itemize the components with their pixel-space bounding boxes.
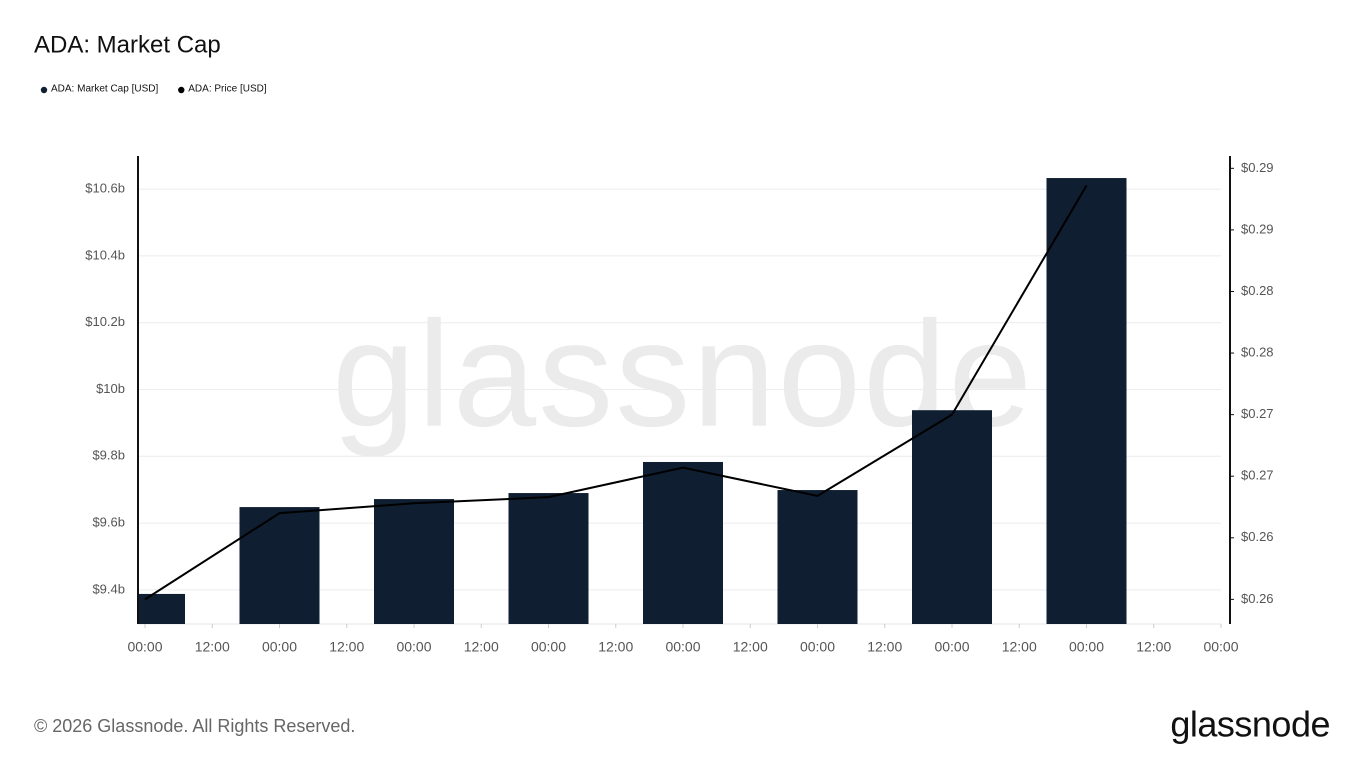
bar	[1046, 178, 1127, 624]
x-tick-label: 12:00	[195, 639, 230, 655]
x-tick-label: 12:00	[733, 639, 768, 655]
x-tick-label: 00:00	[665, 639, 700, 655]
y-tick-label: $9.8b	[92, 448, 125, 463]
axis-labels: $9.4b $9.6b $9.8b $10b $10.2b $10.4b $10.6b $0.…	[85, 160, 1273, 655]
y-tick-label: $10.6b	[85, 181, 125, 196]
y2-tick-label: $0.27	[1241, 468, 1274, 483]
bar	[912, 410, 993, 624]
bar	[239, 507, 320, 624]
x-tick-label: 00:00	[1203, 639, 1238, 655]
x-tick-label: 00:00	[396, 639, 431, 655]
chart-title: ADA: Market Cap	[34, 31, 221, 58]
y-tick-label: $10.4b	[85, 247, 125, 262]
logo: glassnode	[1170, 704, 1330, 745]
y-tick-label: $10b	[96, 381, 125, 396]
legend-marker	[178, 86, 185, 94]
x-tick-label: 12:00	[1002, 639, 1037, 655]
legend-label: ADA: Market Cap [USD]	[51, 84, 158, 95]
legend-label: ADA: Price [USD]	[188, 84, 267, 95]
y2-tick-label: $0.26	[1241, 529, 1274, 544]
x-tick-label: 00:00	[1069, 639, 1104, 655]
legend-marker	[40, 86, 48, 94]
x-tick-label: 12:00	[598, 639, 633, 655]
y-tick-label: $9.6b	[92, 515, 125, 530]
bar	[508, 493, 589, 624]
footer: © 2026 Glassnode. All Rights Reserved.	[34, 716, 355, 736]
y2-tick-label: $0.28	[1241, 283, 1274, 298]
plot-area	[138, 178, 1127, 624]
y-tick-label: $10.2b	[85, 314, 125, 329]
x-tick-label: 00:00	[531, 639, 566, 655]
x-tick-label: 12:00	[329, 639, 364, 655]
x-tick-label: 12:00	[1136, 639, 1171, 655]
bar	[777, 490, 858, 624]
bar	[374, 499, 455, 624]
x-tick-label: 00:00	[262, 639, 297, 655]
legend: ADA: Market Cap [USD] ADA: Price [USD]	[40, 84, 267, 95]
x-tick-label: 12:00	[464, 639, 499, 655]
x-tick-label: 00:00	[800, 639, 835, 655]
y-tick-label: $9.4b	[92, 581, 125, 596]
y2-tick-label: $0.28	[1241, 344, 1274, 359]
y2-tick-label: $0.27	[1241, 406, 1274, 421]
price-line	[144, 185, 1088, 601]
x-tick-label: 12:00	[867, 639, 902, 655]
bar	[643, 461, 724, 624]
x-tick-label: 00:00	[127, 639, 162, 655]
x-tick-label: 00:00	[934, 639, 969, 655]
y2-tick-label: $0.26	[1241, 591, 1274, 606]
y2-tick-label: $0.29	[1241, 221, 1274, 236]
y2-tick-label: $0.29	[1241, 160, 1274, 175]
